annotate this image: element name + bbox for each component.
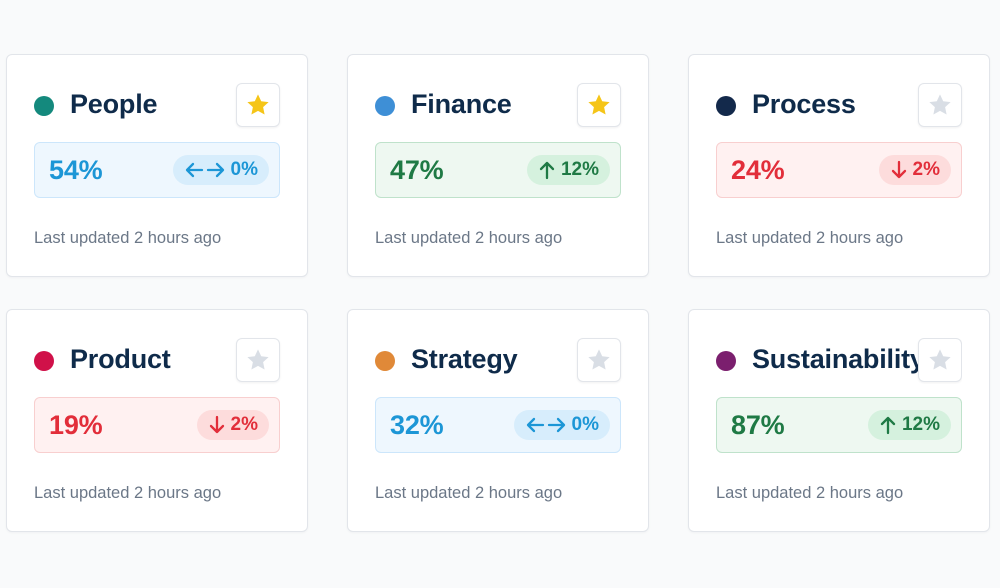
favorite-button[interactable]: [577, 338, 621, 382]
metric-card-process[interactable]: Process 24% 2% Last updated 2 hours ago: [688, 54, 990, 277]
metric-box: 54% 0%: [34, 142, 280, 198]
trend-badge: 12%: [867, 410, 951, 440]
card-title: Strategy: [411, 344, 518, 374]
favorite-button[interactable]: [236, 83, 280, 127]
card-header: People: [34, 83, 280, 129]
metric-card-finance[interactable]: Finance 47% 12% Last updated 2 hours ago: [347, 54, 649, 277]
last-updated-text: Last updated 2 hours ago: [375, 229, 563, 247]
favorite-button[interactable]: [918, 338, 962, 382]
card-title: Sustainability: [752, 344, 925, 374]
favorite-button[interactable]: [918, 83, 962, 127]
last-updated-text: Last updated 2 hours ago: [375, 484, 563, 502]
metric-card-strategy[interactable]: Strategy 32% 0% Last updated 2 hours ago: [347, 309, 649, 532]
metric-box: 19% 2%: [34, 397, 280, 453]
trend-delta: 0%: [571, 414, 599, 435]
trend-delta: 12%: [901, 414, 940, 435]
metric-box: 87% 12%: [716, 397, 962, 453]
left-right-arrow-icon: [525, 415, 567, 435]
card-header: Strategy: [375, 338, 621, 384]
category-color-dot: [716, 351, 736, 371]
trend-delta: 0%: [230, 159, 258, 180]
card-title: People: [70, 89, 158, 119]
metric-box: 24% 2%: [716, 142, 962, 198]
star-icon: [927, 347, 953, 373]
last-updated-text: Last updated 2 hours ago: [34, 229, 222, 247]
metric-card-sustainability[interactable]: Sustainability 87% 12% Last updated 2 ho…: [688, 309, 990, 532]
star-icon: [245, 347, 271, 373]
trend-badge: 2%: [878, 155, 951, 185]
card-title: Product: [70, 344, 171, 374]
metric-box: 47% 12%: [375, 142, 621, 198]
left-right-arrow-icon: [184, 160, 226, 180]
category-color-dot: [34, 351, 54, 371]
trend-delta: 2%: [230, 414, 258, 435]
trend-badge: 12%: [526, 155, 610, 185]
metric-value: 87%: [731, 410, 785, 440]
arrow-up-icon: [879, 415, 897, 435]
card-header: Sustainability: [716, 338, 962, 384]
trend-badge: 0%: [513, 410, 610, 440]
metric-value: 54%: [49, 155, 103, 185]
category-color-dot: [375, 96, 395, 116]
favorite-button[interactable]: [577, 83, 621, 127]
card-title: Process: [752, 89, 856, 119]
star-icon: [586, 347, 612, 373]
metric-value: 24%: [731, 155, 785, 185]
last-updated-text: Last updated 2 hours ago: [34, 484, 222, 502]
metric-value: 32%: [390, 410, 444, 440]
star-icon: [586, 92, 612, 118]
arrow-down-icon: [890, 160, 908, 180]
trend-delta: 2%: [912, 159, 940, 180]
arrow-down-icon: [208, 415, 226, 435]
card-header: Process: [716, 83, 962, 129]
metric-card-product[interactable]: Product 19% 2% Last updated 2 hours ago: [6, 309, 308, 532]
last-updated-text: Last updated 2 hours ago: [716, 484, 904, 502]
star-icon: [927, 92, 953, 118]
trend-delta: 12%: [560, 159, 599, 180]
category-color-dot: [716, 96, 736, 116]
card-header: Product: [34, 338, 280, 384]
last-updated-text: Last updated 2 hours ago: [716, 229, 904, 247]
trend-badge: 0%: [172, 155, 269, 185]
category-color-dot: [375, 351, 395, 371]
metric-box: 32% 0%: [375, 397, 621, 453]
metric-value: 47%: [390, 155, 444, 185]
metric-card-people[interactable]: People 54% 0% Last updated 2 hours ago: [6, 54, 308, 277]
card-header: Finance: [375, 83, 621, 129]
star-icon: [245, 92, 271, 118]
metric-value: 19%: [49, 410, 103, 440]
category-color-dot: [34, 96, 54, 116]
arrow-up-icon: [538, 160, 556, 180]
card-title: Finance: [411, 89, 512, 119]
trend-badge: 2%: [196, 410, 269, 440]
favorite-button[interactable]: [236, 338, 280, 382]
